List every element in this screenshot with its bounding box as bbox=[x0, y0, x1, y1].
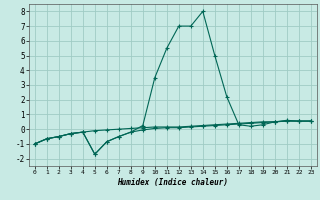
X-axis label: Humidex (Indice chaleur): Humidex (Indice chaleur) bbox=[117, 178, 228, 187]
